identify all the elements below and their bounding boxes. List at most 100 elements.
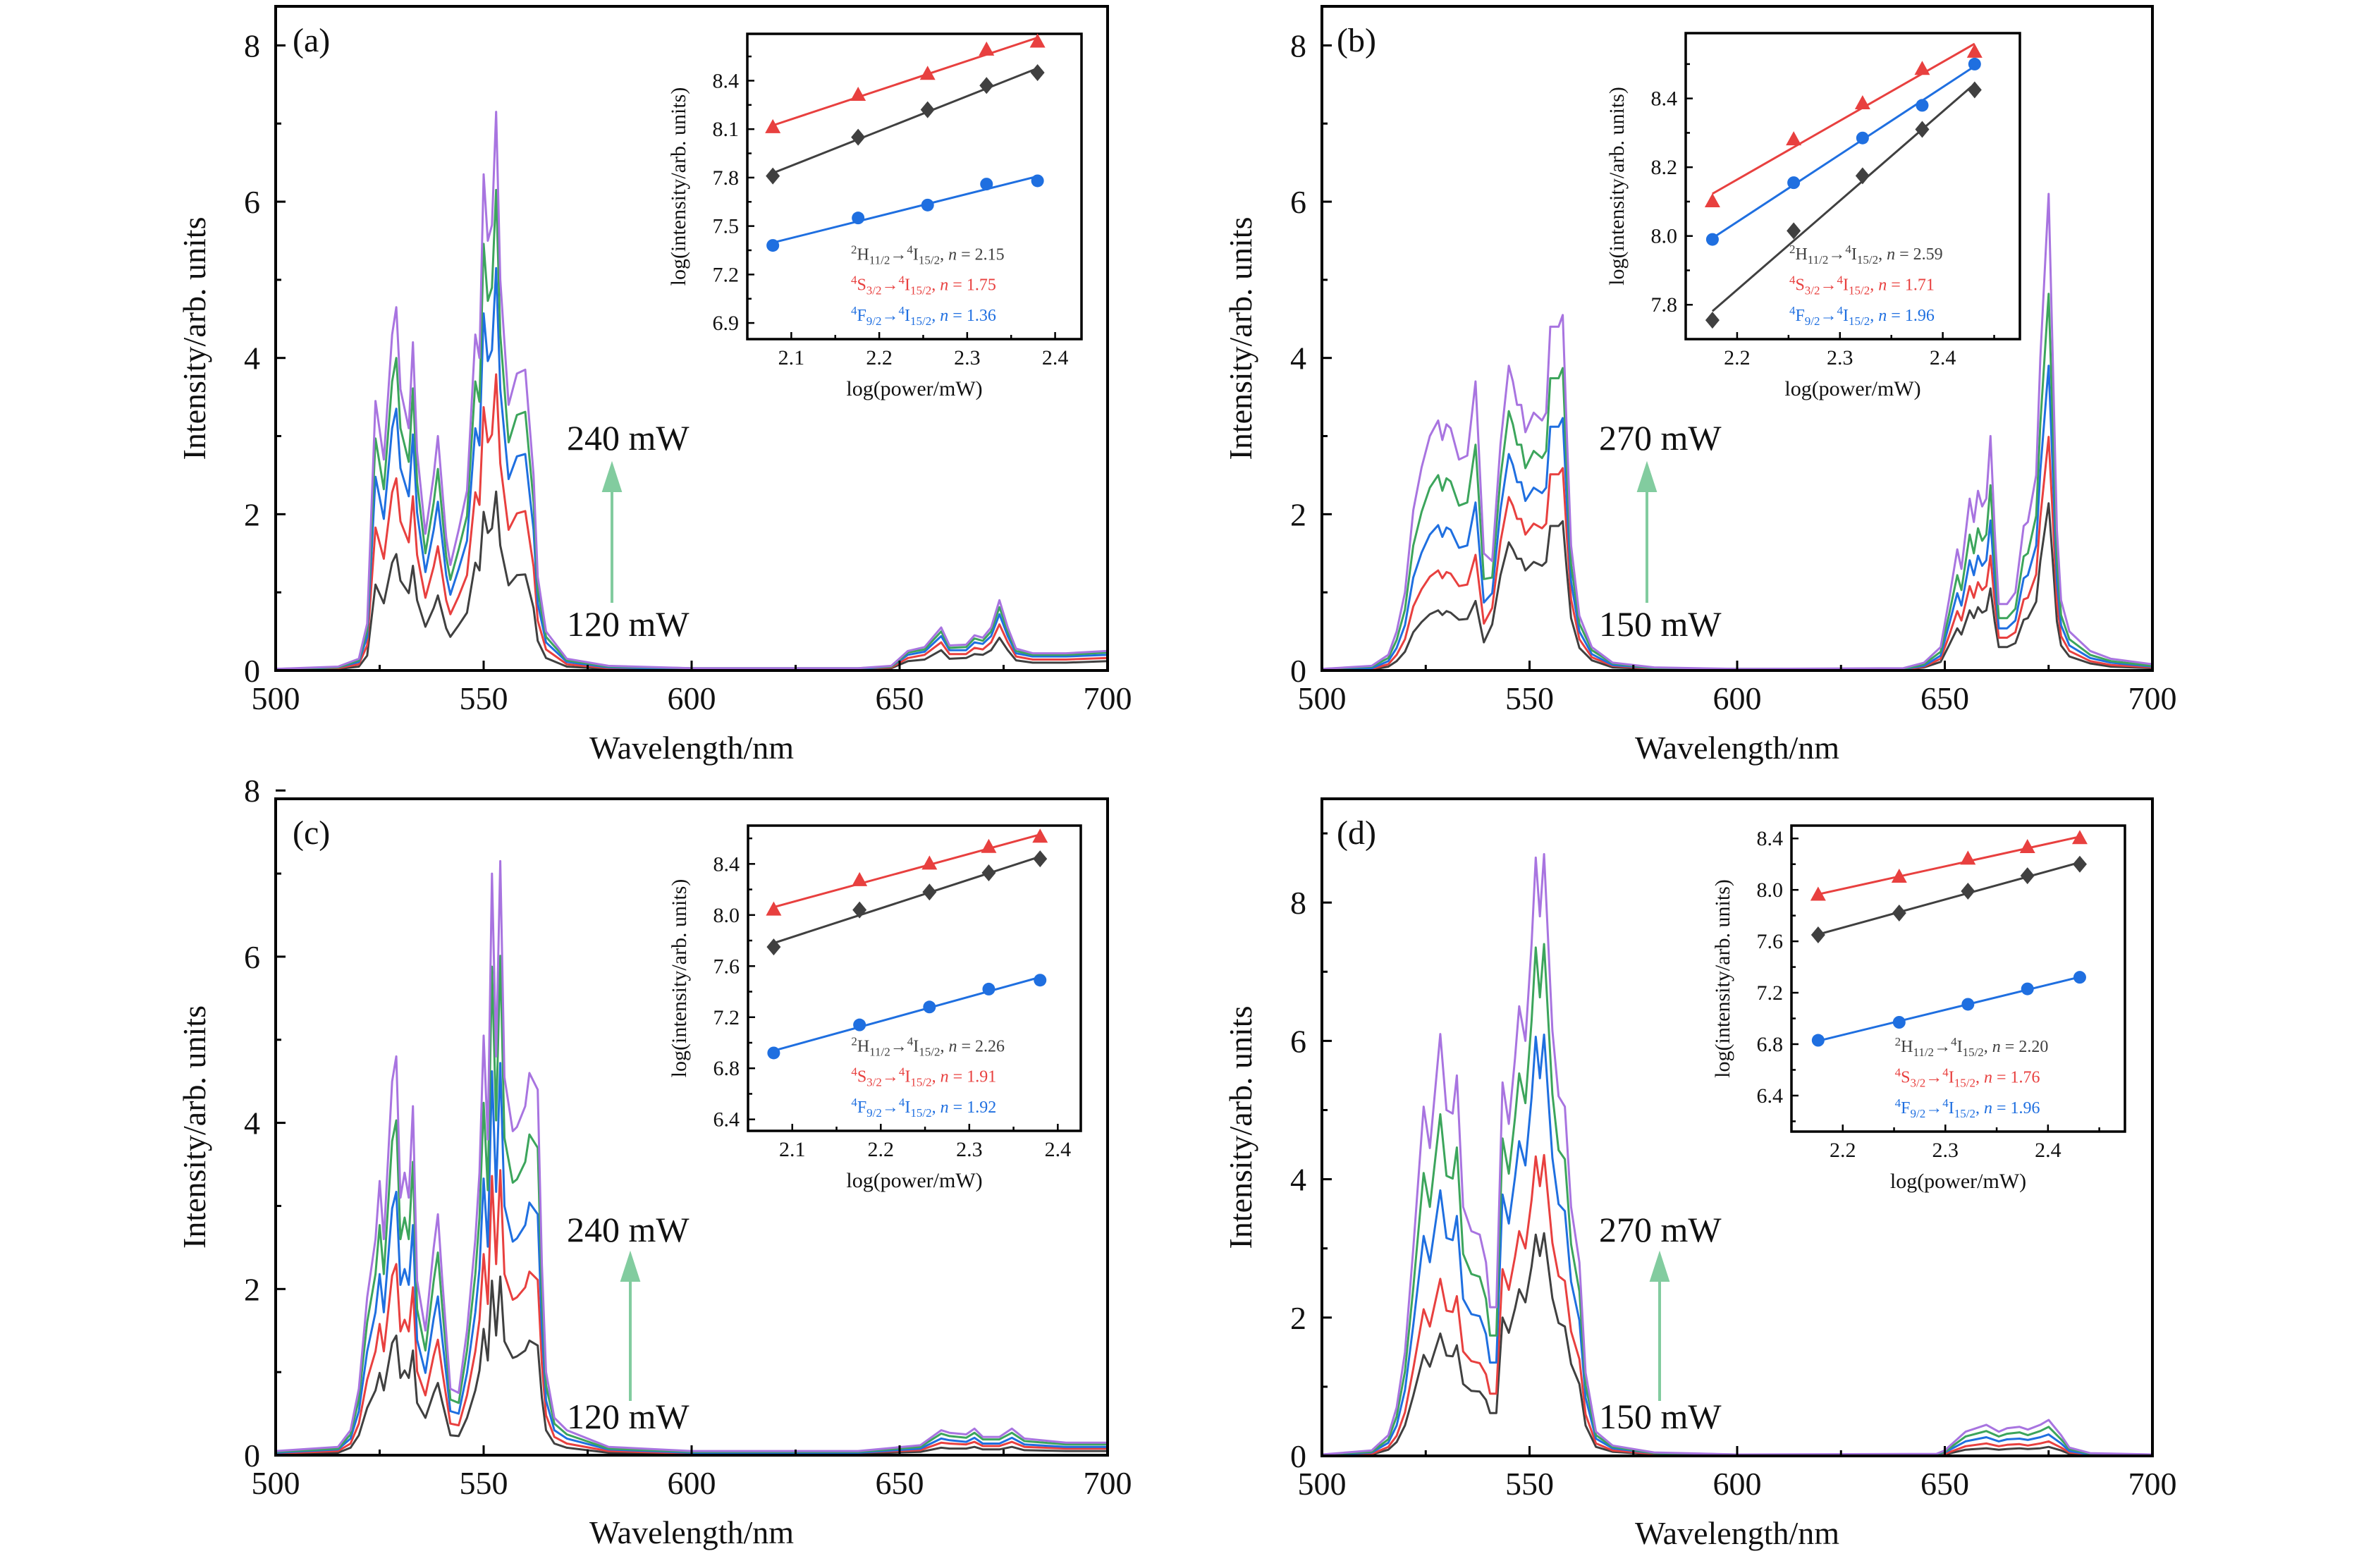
inset-legend-entry: 4S3/2→4I15/2, n = 1.91 bbox=[851, 1065, 996, 1089]
x-tick-label: 700 bbox=[1084, 680, 1132, 716]
legend-text-part: I bbox=[913, 245, 919, 264]
inset-fit-line-1 bbox=[773, 833, 1041, 909]
inset-marker-circle bbox=[921, 198, 934, 212]
inset-marker-triangle bbox=[921, 855, 938, 870]
spectrum-line-2 bbox=[275, 1062, 1108, 1454]
panel-a: 500 550 600 650 700 0 2 4 6 8 Wavelength/nm Intensi… bbox=[176, 5, 1132, 766]
legend-text-part: n bbox=[948, 245, 957, 264]
inset-marker-circle bbox=[1916, 99, 1929, 112]
legend-text-part: F bbox=[1795, 307, 1804, 325]
legend-text-part: I bbox=[905, 307, 910, 325]
legend-text-part: , bbox=[1975, 1069, 1984, 1087]
legend-text-part: 4 bbox=[907, 243, 913, 256]
legend-text-part: 4 bbox=[1942, 1066, 1949, 1079]
inset-y-tick-label: 7.2 bbox=[1757, 981, 1784, 1005]
x-tick-label: 700 bbox=[2128, 1466, 2177, 1502]
legend-text-part: 4 bbox=[899, 1065, 905, 1079]
inset-x-tick-label: 2.2 bbox=[1724, 346, 1751, 369]
inset-legend-entry: 2H11/2→4I15/2, n = 2.26 bbox=[851, 1034, 1005, 1058]
inset-marker-circle bbox=[2073, 971, 2086, 984]
legend-n-value: 1.96 bbox=[2011, 1099, 2040, 1117]
legend-text-part: = bbox=[949, 1098, 967, 1117]
legend-text-part: , bbox=[1870, 276, 1878, 295]
inset-marker-diamond bbox=[851, 128, 866, 146]
inset-marker-triangle bbox=[1891, 868, 1907, 883]
inset-x-axis-label: log(power/mW) bbox=[1890, 1170, 2026, 1193]
inset-marker-circle bbox=[852, 212, 865, 225]
inset-marker-circle bbox=[1787, 176, 1801, 190]
x-tick-label: 650 bbox=[876, 680, 924, 716]
legend-text-part: I bbox=[913, 1037, 919, 1055]
y-tick-label: 8 bbox=[1290, 885, 1306, 921]
legend-text-part: 4 bbox=[1895, 1066, 1901, 1079]
legend-n-value: 1.71 bbox=[1905, 276, 1935, 295]
spectrum-line-2 bbox=[275, 267, 1108, 671]
legend-text-part: 3/2 bbox=[1910, 1077, 1925, 1090]
inset-y-tick-label: 6.4 bbox=[1757, 1084, 1784, 1108]
inset-marker-diamond bbox=[2020, 867, 2035, 885]
power-increase-arrow-icon bbox=[1636, 460, 1658, 603]
inset-y-tick-label: 6.9 bbox=[713, 312, 740, 335]
legend-text-part: 15/2 bbox=[1849, 284, 1870, 298]
x-axis-label: Wavelength/nm bbox=[1635, 730, 1839, 766]
legend-text-part: n bbox=[1984, 1099, 1992, 1117]
inset-marker-diamond bbox=[1967, 81, 1982, 99]
inset-marker-triangle bbox=[766, 901, 782, 916]
spectrum-line-3 bbox=[275, 188, 1108, 670]
legend-text-part: 15/2 bbox=[910, 314, 931, 328]
legend-text-part: S bbox=[857, 1068, 866, 1086]
inset-marker-diamond bbox=[1961, 883, 1975, 900]
inset-y-tick-label: 6.8 bbox=[713, 1057, 740, 1080]
power-increase-arrow-icon bbox=[601, 460, 623, 603]
legend-text-part: 9/2 bbox=[866, 1106, 882, 1120]
inset-y-tick-label: 8.1 bbox=[713, 118, 740, 141]
power-increase-arrow-icon bbox=[620, 1250, 641, 1401]
inset-marker-triangle bbox=[1029, 33, 1046, 48]
legend-text-part: → bbox=[890, 245, 907, 264]
legend-text-part: 4 bbox=[1837, 274, 1844, 287]
inset-y-tick-label: 8.0 bbox=[713, 904, 740, 927]
inset-fit-line-1 bbox=[772, 37, 1038, 127]
spectrum-line-2 bbox=[1321, 365, 2153, 671]
legend-text-part: 9/2 bbox=[1805, 314, 1820, 328]
inset-marker-triangle bbox=[1786, 131, 1802, 146]
inset-x-tick-label: 2.3 bbox=[1827, 346, 1854, 369]
spectrum-line-2 bbox=[1321, 1034, 2153, 1457]
spectrum-line-4 bbox=[1321, 853, 2153, 1456]
inset-y-tick-label: 7.6 bbox=[713, 955, 740, 978]
inset-legend-entry: 2H11/2→4I15/2, n = 2.59 bbox=[1789, 243, 1943, 267]
x-tick-label: 500 bbox=[1298, 1466, 1347, 1502]
inset-marker-circle bbox=[1961, 998, 1975, 1011]
inset-fit-line-1 bbox=[1712, 42, 1975, 195]
spectra bbox=[1321, 192, 2153, 671]
inset-marker-triangle bbox=[850, 87, 866, 102]
y-tick-label: 0 bbox=[1290, 1438, 1306, 1474]
legend-text-part: n bbox=[1878, 276, 1887, 295]
inset-marker-triangle bbox=[1914, 61, 1930, 75]
legend-text-part: → bbox=[882, 1098, 899, 1117]
inset-marker-diamond bbox=[1705, 312, 1720, 329]
legend-text-part: n bbox=[1887, 245, 1895, 264]
legend-text-part: , bbox=[931, 307, 940, 325]
power-low-label: 150 mW bbox=[1599, 604, 1722, 644]
inset-marker-diamond bbox=[920, 101, 935, 118]
legend-text-part: → bbox=[1820, 307, 1837, 325]
inset-marker-diamond bbox=[1787, 222, 1801, 240]
panel-c: 500 550 600 650 700 0 2 4 6 8 Wavelength/nm Intensi… bbox=[176, 773, 1132, 1550]
spectra bbox=[1321, 853, 2153, 1457]
inset-marker-diamond bbox=[979, 77, 994, 94]
x-tick-label: 650 bbox=[1920, 1466, 1969, 1502]
spectra bbox=[275, 859, 1108, 1455]
legend-text-part: , bbox=[1870, 307, 1878, 325]
legend-text-part: I bbox=[1949, 1069, 1954, 1087]
panel-b: 500 550 600 650 700 0 2 4 6 8 Wavelength/nm Intensi… bbox=[1223, 5, 2177, 766]
legend-text-part: 4 bbox=[1837, 304, 1844, 317]
legend-text-part: n bbox=[1878, 307, 1887, 325]
legend-text-part: 11/2 bbox=[869, 1045, 890, 1058]
spectrum-line-1 bbox=[275, 373, 1108, 671]
legend-text-part: I bbox=[905, 276, 910, 295]
legend-text-part: 4 bbox=[851, 1096, 857, 1109]
inset-marker-triangle bbox=[2071, 830, 2088, 845]
inset-y-tick-label: 8.4 bbox=[1651, 87, 1678, 111]
